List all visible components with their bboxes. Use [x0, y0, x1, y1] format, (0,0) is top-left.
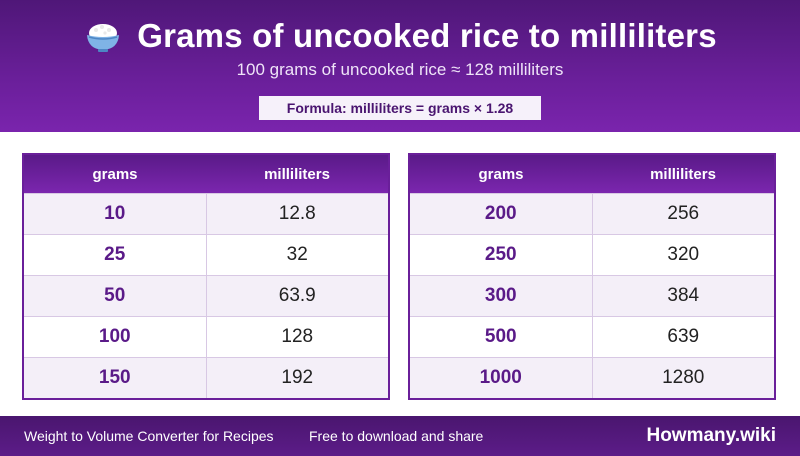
- column-header-grams: grams: [92, 165, 138, 183]
- table-row: 500 639: [410, 316, 774, 357]
- page-subtitle: 100 grams of uncooked rice ≈ 128 millili…: [236, 60, 564, 79]
- table-row: 200 256: [410, 193, 774, 234]
- table-row: 250 320: [410, 234, 774, 275]
- grams-cell: 100: [24, 317, 207, 357]
- milliliters-cell: 639: [667, 326, 700, 347]
- milliliters-cell: 256: [667, 203, 700, 224]
- conversion-table-right: grams milliliters 200 256 250 320 300 38…: [408, 153, 776, 400]
- milliliters-cell: 1280: [662, 367, 705, 388]
- footer-tagline: Weight to Volume Converter for Recipes: [24, 428, 274, 444]
- grams-cell: 10: [24, 194, 207, 234]
- header: Grams of uncooked rice to milliliters 10…: [0, 0, 800, 132]
- grams-cell: 500: [410, 317, 593, 357]
- grams-cell: 300: [410, 276, 593, 316]
- milliliters-cell: 192: [281, 367, 314, 388]
- table-row: 150 192: [24, 357, 388, 398]
- column-header-grams: grams: [478, 165, 524, 183]
- table-row: 10 12.8: [24, 193, 388, 234]
- column-header-milliliters: milliliters: [650, 165, 716, 183]
- milliliters-cell: 63.9: [278, 285, 316, 306]
- table-row: 1000 1280: [410, 357, 774, 398]
- table-row: 100 128: [24, 316, 388, 357]
- grams-cell: 200: [410, 194, 593, 234]
- column-header-milliliters: milliliters: [264, 165, 330, 183]
- table-header: grams milliliters: [410, 155, 774, 193]
- grams-cell: 150: [24, 358, 207, 398]
- grams-cell: 1000: [410, 358, 593, 398]
- table-row: 50 63.9: [24, 275, 388, 316]
- rice-bowl-icon: [83, 16, 123, 56]
- footer: Weight to Volume Converter for Recipes F…: [0, 416, 800, 456]
- table-row: 25 32: [24, 234, 388, 275]
- page-title: Grams of uncooked rice to milliliters: [137, 17, 717, 54]
- grams-cell: 25: [24, 235, 207, 275]
- table-header: grams milliliters: [24, 155, 388, 193]
- brand-logo-text[interactable]: Howmany.wiki: [646, 425, 776, 446]
- grams-cell: 50: [24, 276, 207, 316]
- milliliters-cell: 384: [667, 285, 700, 306]
- grams-cell: 250: [410, 235, 593, 275]
- table-row: 300 384: [410, 275, 774, 316]
- page-title-row: Grams of uncooked rice to milliliters: [0, 14, 800, 58]
- milliliters-cell: 32: [286, 244, 308, 265]
- milliliters-cell: 128: [281, 326, 314, 347]
- conversion-table-left: grams milliliters 10 12.8 25 32 50 63.9 …: [22, 153, 390, 400]
- milliliters-cell: 12.8: [278, 203, 316, 224]
- formula-badge: Formula: milliliters = grams × 1.28: [259, 96, 541, 120]
- milliliters-cell: 320: [667, 244, 700, 265]
- footer-share-note: Free to download and share: [309, 428, 484, 444]
